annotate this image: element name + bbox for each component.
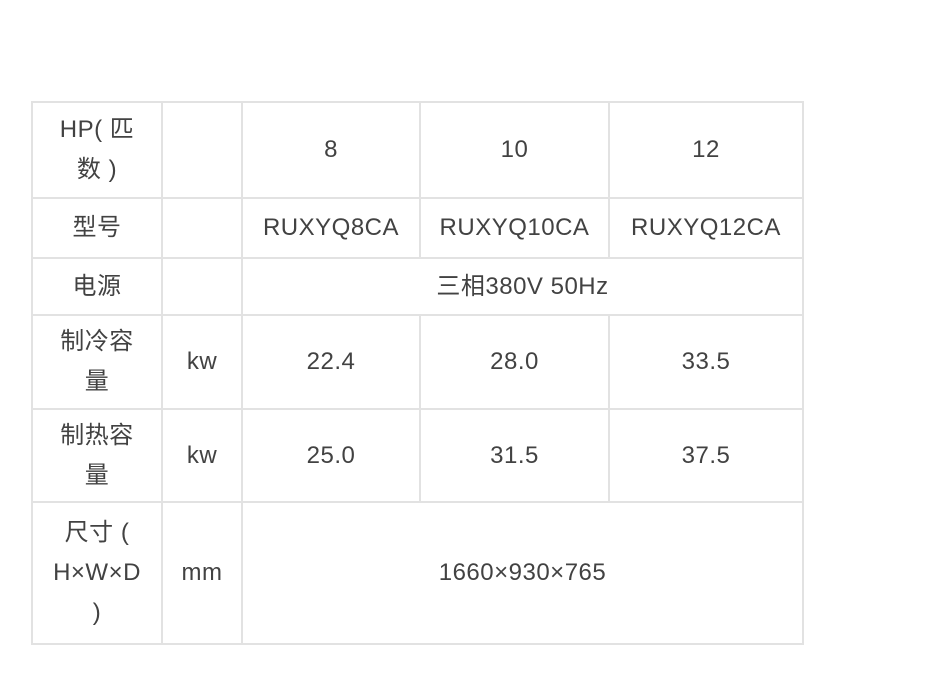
power-label-cell: 电源 xyxy=(31,257,163,316)
model-unit-cell xyxy=(161,197,243,259)
model-label-cell: 型号 xyxy=(31,197,163,259)
power-merged-value: 三相380V 50Hz xyxy=(241,257,804,316)
table-row-model: 型号 RUXYQ8CA RUXYQ10CA RUXYQ12CA xyxy=(31,197,804,259)
spec-table: HP( 匹 数 ) 8 10 12 型号 RUXYQ8CA RUXYQ10CA … xyxy=(31,101,804,645)
table-row-hp: HP( 匹 数 ) 8 10 12 xyxy=(31,101,804,199)
heating-label-cell: 制热容 量 xyxy=(31,408,163,503)
table-row-dimensions: 尺寸 ( H×W×D ) mm 1660×930×765 xyxy=(31,501,804,645)
table-row-cooling: 制冷容 量 kw 22.4 28.0 33.5 xyxy=(31,314,804,410)
dimensions-label-cell: 尺寸 ( H×W×D ) xyxy=(31,501,163,645)
hp-label-cell: HP( 匹 数 ) xyxy=(31,101,163,199)
cooling-label-cell: 制冷容 量 xyxy=(31,314,163,410)
model-value-12: RUXYQ12CA xyxy=(608,197,804,259)
hp-value-8: 8 xyxy=(241,101,421,199)
dimensions-merged-value: 1660×930×765 xyxy=(241,501,804,645)
heating-value-12: 37.5 xyxy=(608,408,804,503)
heating-unit-cell: kw xyxy=(161,408,243,503)
cooling-value-8: 22.4 xyxy=(241,314,421,410)
table-row-power: 电源 三相380V 50Hz xyxy=(31,257,804,316)
cooling-unit-cell: kw xyxy=(161,314,243,410)
power-unit-cell xyxy=(161,257,243,316)
hp-value-10: 10 xyxy=(419,101,610,199)
heating-value-8: 25.0 xyxy=(241,408,421,503)
heating-value-10: 31.5 xyxy=(419,408,610,503)
hp-unit-cell xyxy=(161,101,243,199)
hp-value-12: 12 xyxy=(608,101,804,199)
table-row-heating: 制热容 量 kw 25.0 31.5 37.5 xyxy=(31,408,804,503)
dimensions-unit-cell: mm xyxy=(161,501,243,645)
model-value-10: RUXYQ10CA xyxy=(419,197,610,259)
model-value-8: RUXYQ8CA xyxy=(241,197,421,259)
cooling-value-12: 33.5 xyxy=(608,314,804,410)
cooling-value-10: 28.0 xyxy=(419,314,610,410)
